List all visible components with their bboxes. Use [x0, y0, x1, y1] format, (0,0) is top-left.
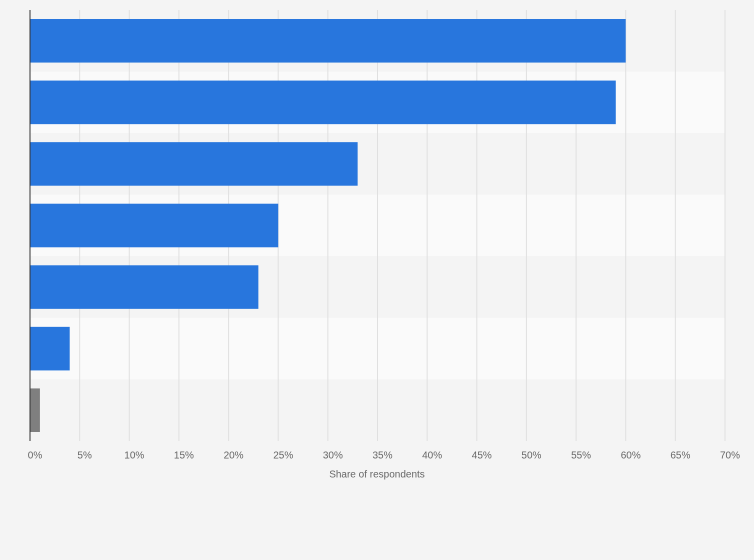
bar — [30, 80, 616, 125]
bar — [30, 19, 626, 63]
bar — [30, 203, 279, 248]
x-tick-label: 0% — [28, 451, 43, 462]
x-tick-label: 45% — [472, 451, 492, 462]
x-tick-label: 20% — [224, 451, 244, 462]
x-tick-label: 60% — [621, 451, 641, 462]
x-tick-label: 50% — [521, 451, 541, 462]
x-tick-label: 35% — [372, 451, 392, 462]
bar — [30, 326, 70, 371]
x-tick-label: 30% — [323, 451, 343, 462]
x-tick-label: 10% — [124, 451, 144, 462]
x-tick-label: 70% — [720, 451, 740, 462]
bar — [30, 388, 40, 432]
x-tick-label: 40% — [422, 451, 442, 462]
bar — [30, 142, 358, 186]
x-tick-label: 55% — [571, 451, 591, 462]
x-tick-label: 5% — [77, 451, 92, 462]
bar — [30, 265, 259, 309]
x-axis-label: Share of respondents — [329, 470, 425, 481]
x-tick-label: 25% — [273, 451, 293, 462]
x-tick-label: 15% — [174, 451, 194, 462]
x-tick-label: 65% — [670, 451, 690, 462]
